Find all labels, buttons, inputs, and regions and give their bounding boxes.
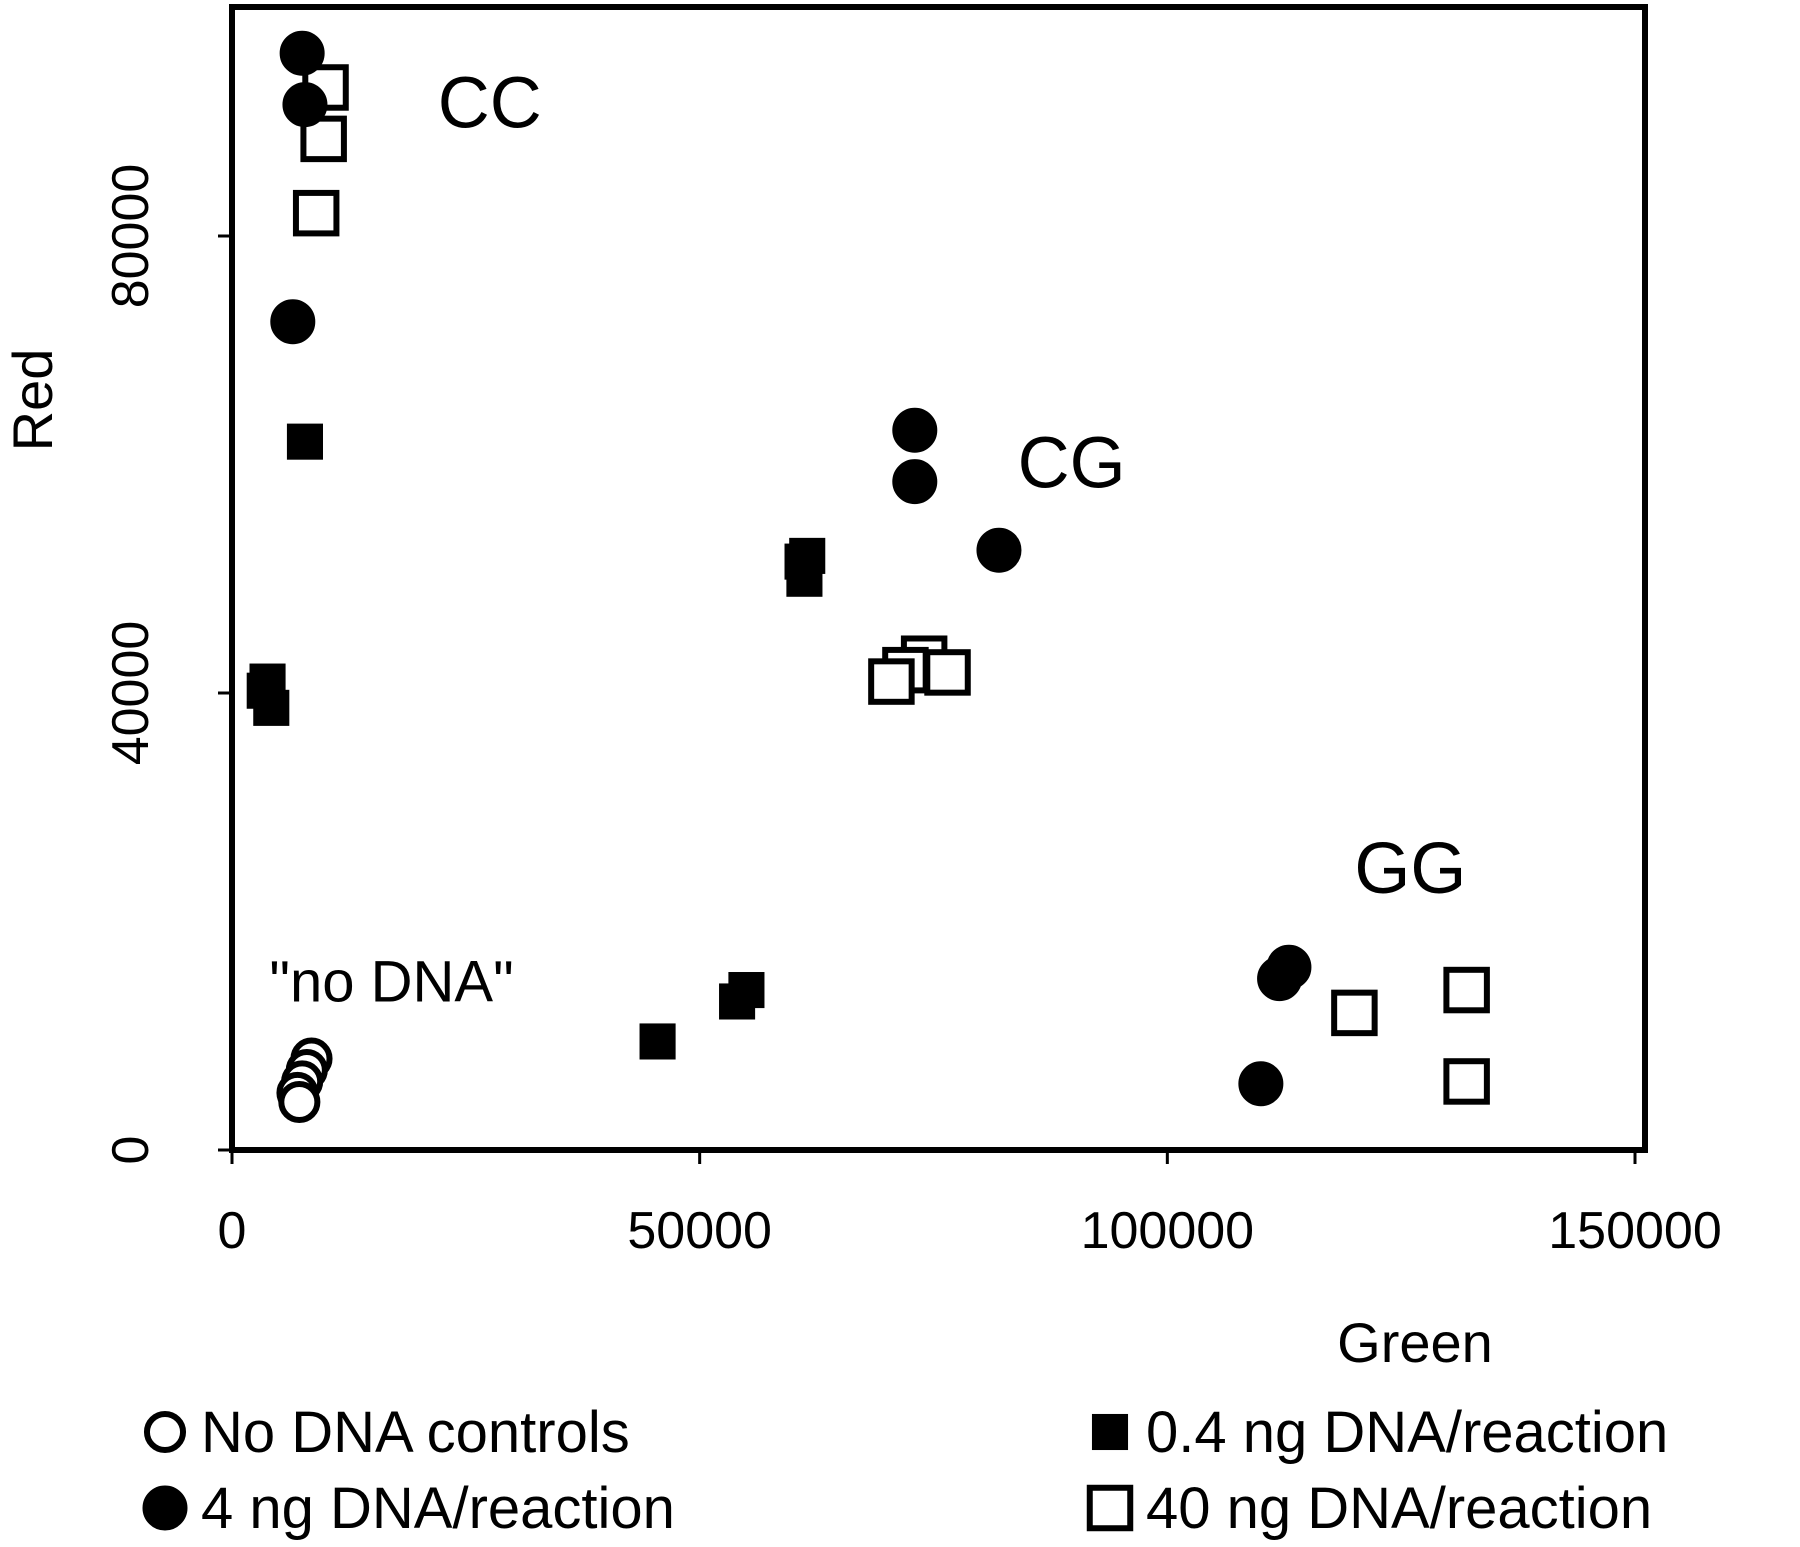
cluster-label-gg: GG [1354,829,1466,909]
x-tick-label: 100000 [1081,1202,1255,1260]
legend-label: 40 ng DNA/reaction [1146,1476,1652,1541]
y-tick-label: 0 [102,1136,160,1165]
data-point-filled-circle [892,459,938,505]
data-point-filled-square [719,983,756,1020]
data-point-open-square [1443,966,1490,1014]
legend-label: 4 ng DNA/reaction [201,1476,675,1541]
no-dna-annotation: "no DNA" [269,949,513,1014]
data-point-filled-circle [892,407,938,453]
cluster-label-cg: CG [1018,423,1126,503]
cluster-label-cc: CC [438,63,542,143]
legend-label: No DNA controls [201,1400,630,1465]
data-point-filled-circle [1238,1061,1284,1107]
plot-area-frame [229,4,1648,1153]
x-tick-label: 150000 [1548,1202,1722,1260]
y-tick-label: 40000 [102,621,160,766]
data-point-open-square [1331,989,1378,1037]
data-point-filled-square [286,423,323,460]
data-points [246,30,1490,1124]
data-point-filled-square [786,560,823,597]
legend-marker-filled-square [1091,1413,1129,1451]
x-axis-title: Green [1337,1311,1493,1374]
legend: No DNA controls 0.4 ng DNA/reaction 4 ng D… [142,1400,1668,1541]
data-point-open-circle [278,1080,321,1124]
data-point-open-square [1443,1058,1490,1105]
data-point-open-square [300,115,347,163]
y-axis-title: Red [1,349,64,452]
axis-titles: Green Red [1,349,1493,1374]
axis-ticks: 0 50000 100000 150000 0 40000 80000 [102,164,1722,1260]
data-point-open-square [924,649,971,696]
y-tick-label: 80000 [102,164,160,309]
cluster-annotations: CC CG GG "no DNA" [269,63,1466,1014]
data-point-filled-circle [282,82,328,128]
data-point-open-square [868,658,915,705]
data-point-filled-circle [1257,956,1303,1002]
legend-marker-filled-circle [142,1485,188,1531]
legend-label: 0.4 ng DNA/reaction [1146,1400,1668,1465]
data-point-filled-circle [976,527,1022,573]
x-tick-label: 0 [218,1202,247,1260]
data-point-filled-square [253,689,290,726]
x-tick-label: 50000 [627,1202,772,1260]
data-point-open-square [292,189,340,237]
data-point-filled-square [639,1023,676,1060]
legend-marker-open-circle [143,1410,187,1454]
legend-marker-open-square [1086,1484,1134,1532]
data-point-filled-circle [270,299,316,345]
data-point-filled-circle [279,30,325,76]
